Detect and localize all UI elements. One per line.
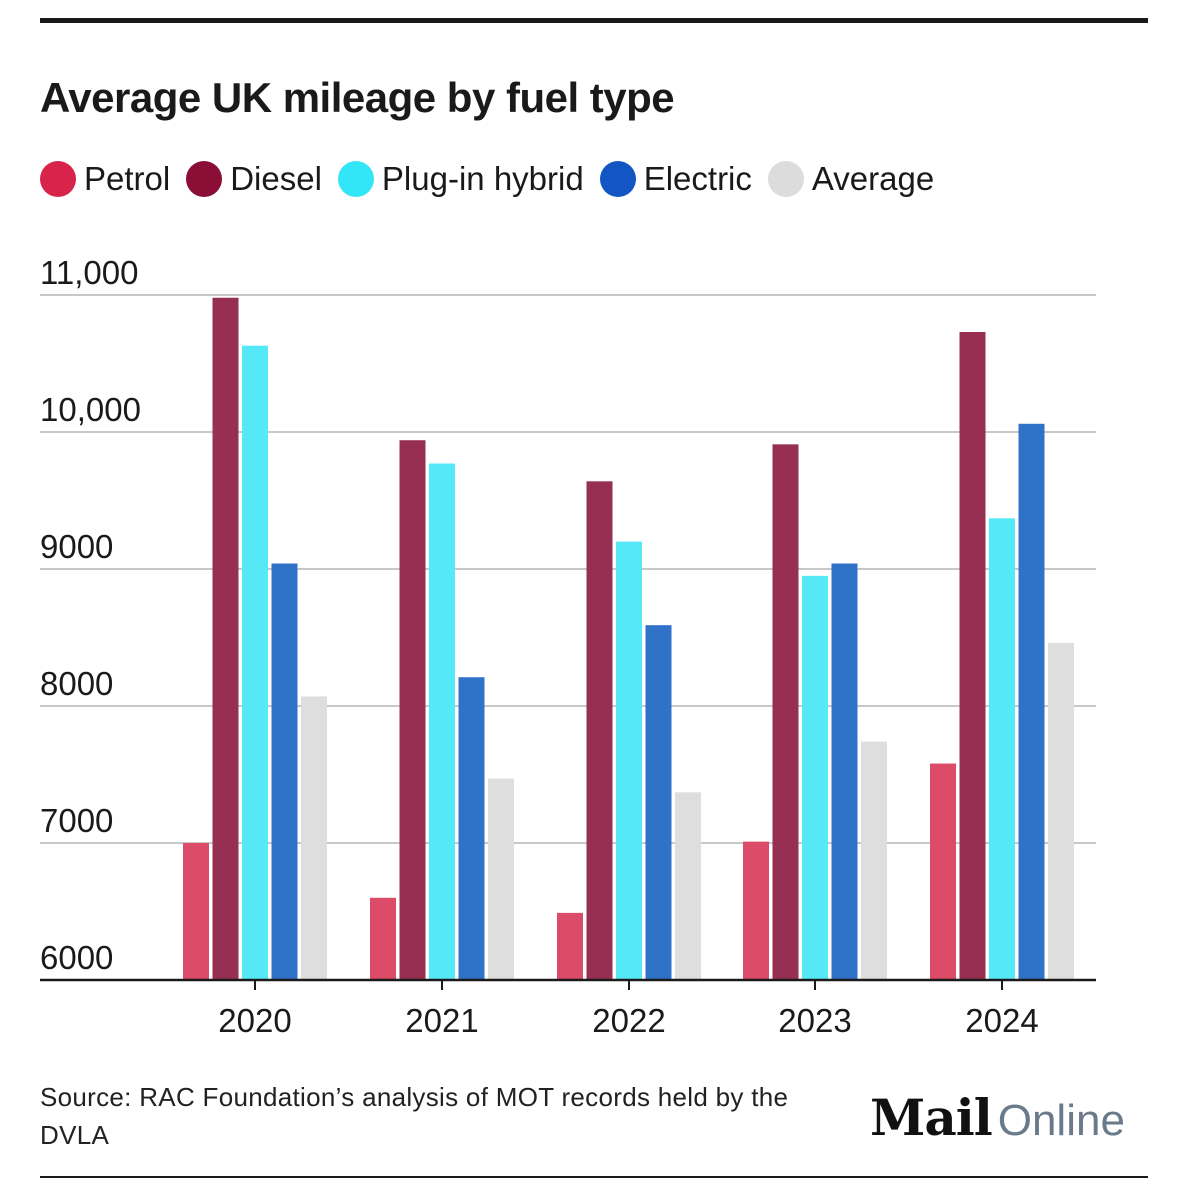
legend: Petrol Diesel Plug-in hybrid Electric Av…: [40, 160, 950, 198]
logo-mail-text: Mail: [870, 1088, 993, 1147]
bar-plug-in-hybrid-2021: [429, 463, 455, 980]
legend-item-diesel: Diesel: [186, 160, 322, 198]
legend-item-petrol: Petrol: [40, 160, 170, 198]
bar-electric-2022: [645, 625, 672, 980]
top-rule: [40, 18, 1148, 23]
legend-label-average: Average: [811, 160, 935, 197]
legend-label-electric: Electric: [643, 160, 752, 197]
legend-item-plug-in-hybrid: Plug-in hybrid: [337, 160, 584, 198]
bar-diesel-2024: [959, 331, 986, 980]
legend-swatch-petrol: [40, 161, 76, 197]
bar-diesel-2022: [586, 481, 613, 980]
bar-average-2024: [1048, 642, 1074, 980]
bar-petrol-2022: [557, 912, 583, 980]
bar-electric-2023: [831, 563, 858, 980]
x-tick-label-2022: 2022: [592, 1002, 665, 1039]
bar-electric-2021: [458, 677, 485, 980]
bottom-rule: [40, 1176, 1148, 1178]
bar-average-2022: [675, 792, 701, 980]
legend-item-average: Average: [767, 160, 935, 198]
bar-plug-in-hybrid-2023: [802, 575, 828, 980]
legend-label-petrol: Petrol: [84, 160, 171, 197]
bar-average-2023: [861, 741, 887, 980]
bar-plug-in-hybrid-2024: [989, 518, 1015, 980]
legend-item-electric: Electric: [599, 160, 752, 198]
y-tick-label-11000: 11,000: [40, 254, 138, 291]
bar-electric-2024: [1018, 423, 1045, 980]
bar-diesel-2021: [399, 440, 426, 981]
y-tick-label-9000: 9000: [40, 528, 113, 565]
bar-petrol-2020: [183, 843, 209, 980]
y-tick-label-10000: 10,000: [40, 391, 141, 428]
legend-label-diesel: Diesel: [230, 160, 322, 197]
bar-diesel-2023: [772, 444, 799, 980]
bar-plug-in-hybrid-2022: [616, 541, 642, 980]
mailonline-logo: Mail Online: [870, 1088, 1125, 1147]
source-note: Source: RAC Foundation’s analysis of MOT…: [40, 1082, 789, 1150]
x-tick-label-2021: 2021: [405, 1002, 478, 1039]
bar-electric-2020: [271, 563, 298, 980]
bar-plug-in-hybrid-2020: [242, 345, 268, 980]
bar-petrol-2024: [930, 763, 956, 980]
bar-diesel-2020: [212, 297, 239, 980]
logo-online-text: Online: [997, 1096, 1125, 1145]
y-tick-label-7000: 7000: [40, 802, 113, 839]
x-tick-label-2024: 2024: [965, 1002, 1038, 1039]
bar-chart: 6000 7000 8000 9000 10,000 11,000 2020 2021 2022…: [40, 254, 1096, 1039]
legend-swatch-plug-in-hybrid: [337, 161, 374, 197]
bar-average-2021: [488, 778, 514, 980]
legend-swatch-average: [767, 161, 804, 197]
bar-average-2020: [301, 696, 327, 980]
legend-label-plug-in-hybrid: Plug-in hybrid: [381, 160, 584, 197]
legend-swatch-diesel: [186, 161, 223, 197]
y-tick-label-8000: 8000: [40, 665, 113, 702]
bar-petrol-2023: [743, 841, 769, 980]
x-tick-label-2023: 2023: [778, 1002, 851, 1039]
bar-petrol-2021: [370, 897, 396, 980]
chart-title: Average UK mileage by fuel type: [40, 74, 675, 121]
y-tick-label-6000: 6000: [40, 939, 113, 976]
legend-swatch-electric: [599, 161, 636, 197]
x-tick-label-2020: 2020: [218, 1002, 291, 1039]
